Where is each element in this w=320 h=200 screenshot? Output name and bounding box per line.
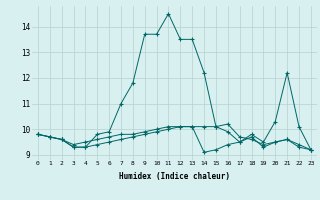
- X-axis label: Humidex (Indice chaleur): Humidex (Indice chaleur): [119, 172, 230, 181]
